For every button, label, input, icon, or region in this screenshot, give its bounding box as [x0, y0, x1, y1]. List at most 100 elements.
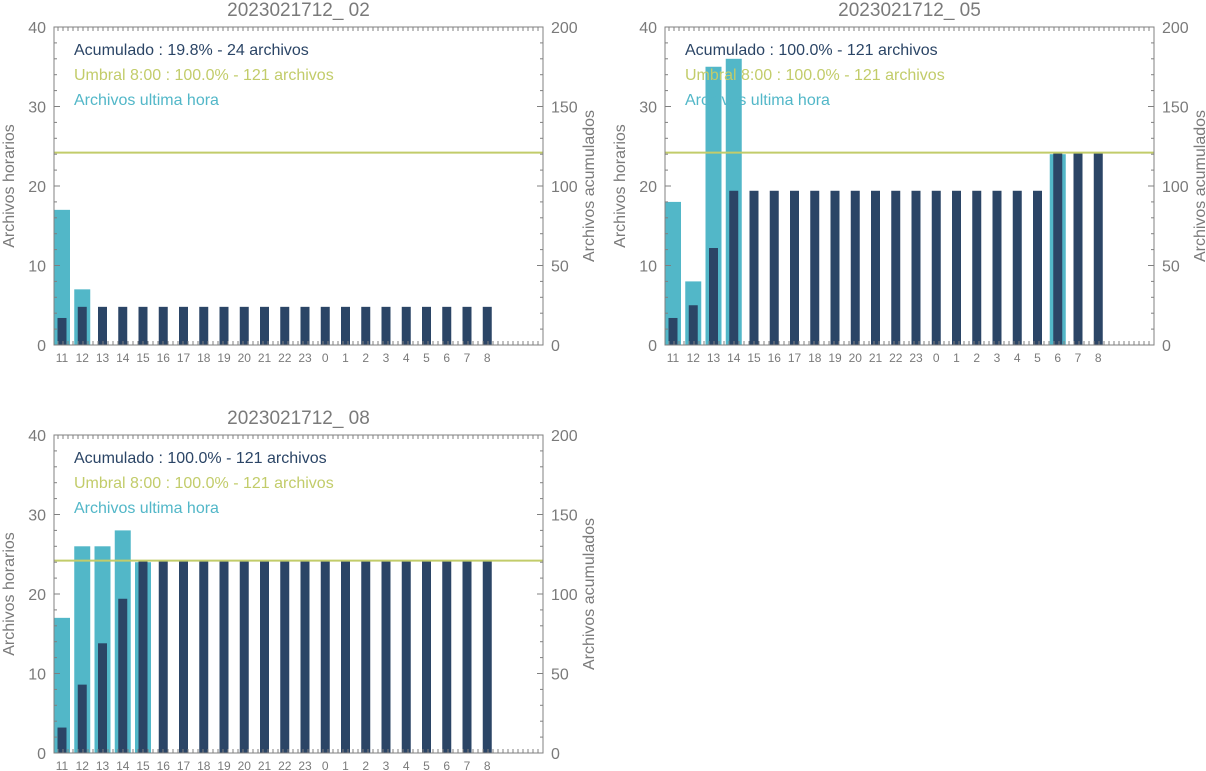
- category-label-18: 18: [197, 351, 211, 365]
- category-label-8: 8: [484, 351, 491, 365]
- right-tick-label: 150: [551, 508, 578, 525]
- category-label-13: 13: [96, 759, 110, 771]
- category-label-21: 21: [258, 351, 272, 365]
- left-tick-label: 0: [37, 338, 46, 355]
- category-label-17: 17: [788, 351, 802, 365]
- right-axis-title: Archivos acumulados: [1192, 110, 1206, 262]
- category-label-11: 11: [56, 759, 69, 771]
- cumulative-bar-8: [1093, 152, 1103, 345]
- cumulative-bar-14: [118, 306, 128, 345]
- category-label-19: 19: [217, 759, 231, 771]
- right-tick-label: 200: [1162, 20, 1189, 37]
- cumulative-bar-19: [219, 306, 229, 345]
- cumulative-bar-2: [361, 306, 371, 345]
- cumulative-bar-17: [179, 560, 188, 753]
- left-tick-label: 10: [28, 667, 46, 684]
- cumulative-bar-18: [199, 560, 209, 753]
- category-label-19: 19: [217, 351, 231, 365]
- right-tick-label: 100: [551, 587, 578, 604]
- right-tick-label: 50: [551, 259, 569, 276]
- chart-title: 2023021712_ 08: [227, 408, 370, 429]
- category-label-12: 12: [76, 351, 90, 365]
- cumulative-bar-15: [138, 306, 148, 345]
- right-tick-label: 0: [551, 746, 560, 763]
- cumulative-bar-5: [422, 560, 431, 753]
- left-axis-title: Archivos horarios: [1, 532, 18, 656]
- right-tick-label: 200: [551, 428, 578, 445]
- category-label-15: 15: [136, 759, 150, 771]
- cumulative-bar-11: [668, 317, 678, 345]
- category-label-15: 15: [136, 351, 150, 365]
- category-label-19: 19: [828, 351, 842, 365]
- category-label-4: 4: [403, 351, 410, 365]
- category-label-20: 20: [238, 351, 252, 365]
- cumulative-bar-23: [300, 560, 310, 753]
- cumulative-bar-5: [422, 306, 431, 345]
- category-label-7: 7: [464, 759, 471, 771]
- category-label-18: 18: [197, 759, 211, 771]
- category-label-7: 7: [464, 351, 471, 365]
- cumulative-bar-18: [199, 306, 209, 345]
- legend-threshold: Umbral 8:00 : 100.0% - 121 archivos: [74, 475, 334, 492]
- category-label-12: 12: [687, 351, 701, 365]
- cumulative-bar-6: [442, 560, 452, 753]
- cumulative-bar-21: [260, 306, 269, 345]
- category-label-16: 16: [157, 759, 171, 771]
- legend-hourly: Archivos ultima hora: [685, 92, 830, 109]
- cumulative-bar-0: [320, 560, 330, 753]
- legend-cumulative: Acumulado : 100.0% - 121 archivos: [74, 450, 327, 467]
- cumulative-bar-12: [77, 306, 87, 345]
- cumulative-bar-11: [57, 317, 67, 345]
- chart-title: 2023021712_ 05: [838, 0, 981, 21]
- right-tick-label: 50: [551, 667, 569, 684]
- chart-title: 2023021712_ 02: [227, 0, 370, 21]
- left-tick-label: 10: [639, 259, 657, 276]
- category-label-6: 6: [1054, 351, 1061, 365]
- cumulative-bar-1: [341, 306, 350, 345]
- legend-threshold: Umbral 8:00 : 100.0% - 121 archivos: [74, 67, 334, 84]
- cumulative-bar-3: [381, 306, 391, 345]
- cumulative-bar-0: [320, 306, 330, 345]
- left-tick-label: 0: [648, 338, 657, 355]
- left-axis-title: Archivos horarios: [612, 124, 629, 248]
- category-label-14: 14: [116, 759, 130, 771]
- cumulative-bar-13: [709, 248, 718, 345]
- category-label-11: 11: [56, 351, 69, 365]
- category-label-23: 23: [298, 351, 312, 365]
- left-tick-label: 40: [639, 20, 657, 37]
- cumulative-bar-23: [300, 306, 310, 345]
- cumulative-bar-17: [179, 306, 188, 345]
- left-tick-label: 10: [28, 259, 46, 276]
- left-tick-label: 30: [639, 100, 657, 117]
- left-axis-title: Archivos horarios: [1, 124, 18, 248]
- left-tick-label: 40: [28, 428, 46, 445]
- cumulative-bar-23: [911, 190, 921, 345]
- right-tick-label: 150: [1162, 100, 1189, 117]
- category-label-21: 21: [258, 759, 272, 771]
- category-label-4: 4: [1014, 351, 1021, 365]
- cumulative-bar-18: [810, 190, 820, 345]
- category-label-5: 5: [1034, 351, 1041, 365]
- category-label-5: 5: [423, 759, 430, 771]
- cumulative-bar-5: [1033, 190, 1042, 345]
- cumulative-bar-14: [729, 190, 739, 345]
- cumulative-bar-0: [931, 190, 941, 345]
- cumulative-bar-8: [482, 560, 492, 753]
- legend-cumulative: Acumulado : 19.8% - 24 archivos: [74, 42, 309, 59]
- cumulative-bar-3: [992, 190, 1002, 345]
- hourly-bar-11: [54, 617, 70, 753]
- cumulative-bar-4: [401, 560, 411, 753]
- right-tick-label: 100: [1162, 179, 1189, 196]
- category-label-16: 16: [768, 351, 782, 365]
- left-tick-label: 40: [28, 20, 46, 37]
- category-label-22: 22: [889, 351, 903, 365]
- left-tick-label: 20: [28, 587, 46, 604]
- left-tick-label: 0: [37, 746, 46, 763]
- cumulative-bar-19: [219, 560, 229, 753]
- category-label-8: 8: [484, 759, 491, 771]
- category-label-3: 3: [994, 351, 1001, 365]
- cumulative-bar-12: [77, 684, 87, 753]
- cumulative-bar-11: [57, 727, 67, 753]
